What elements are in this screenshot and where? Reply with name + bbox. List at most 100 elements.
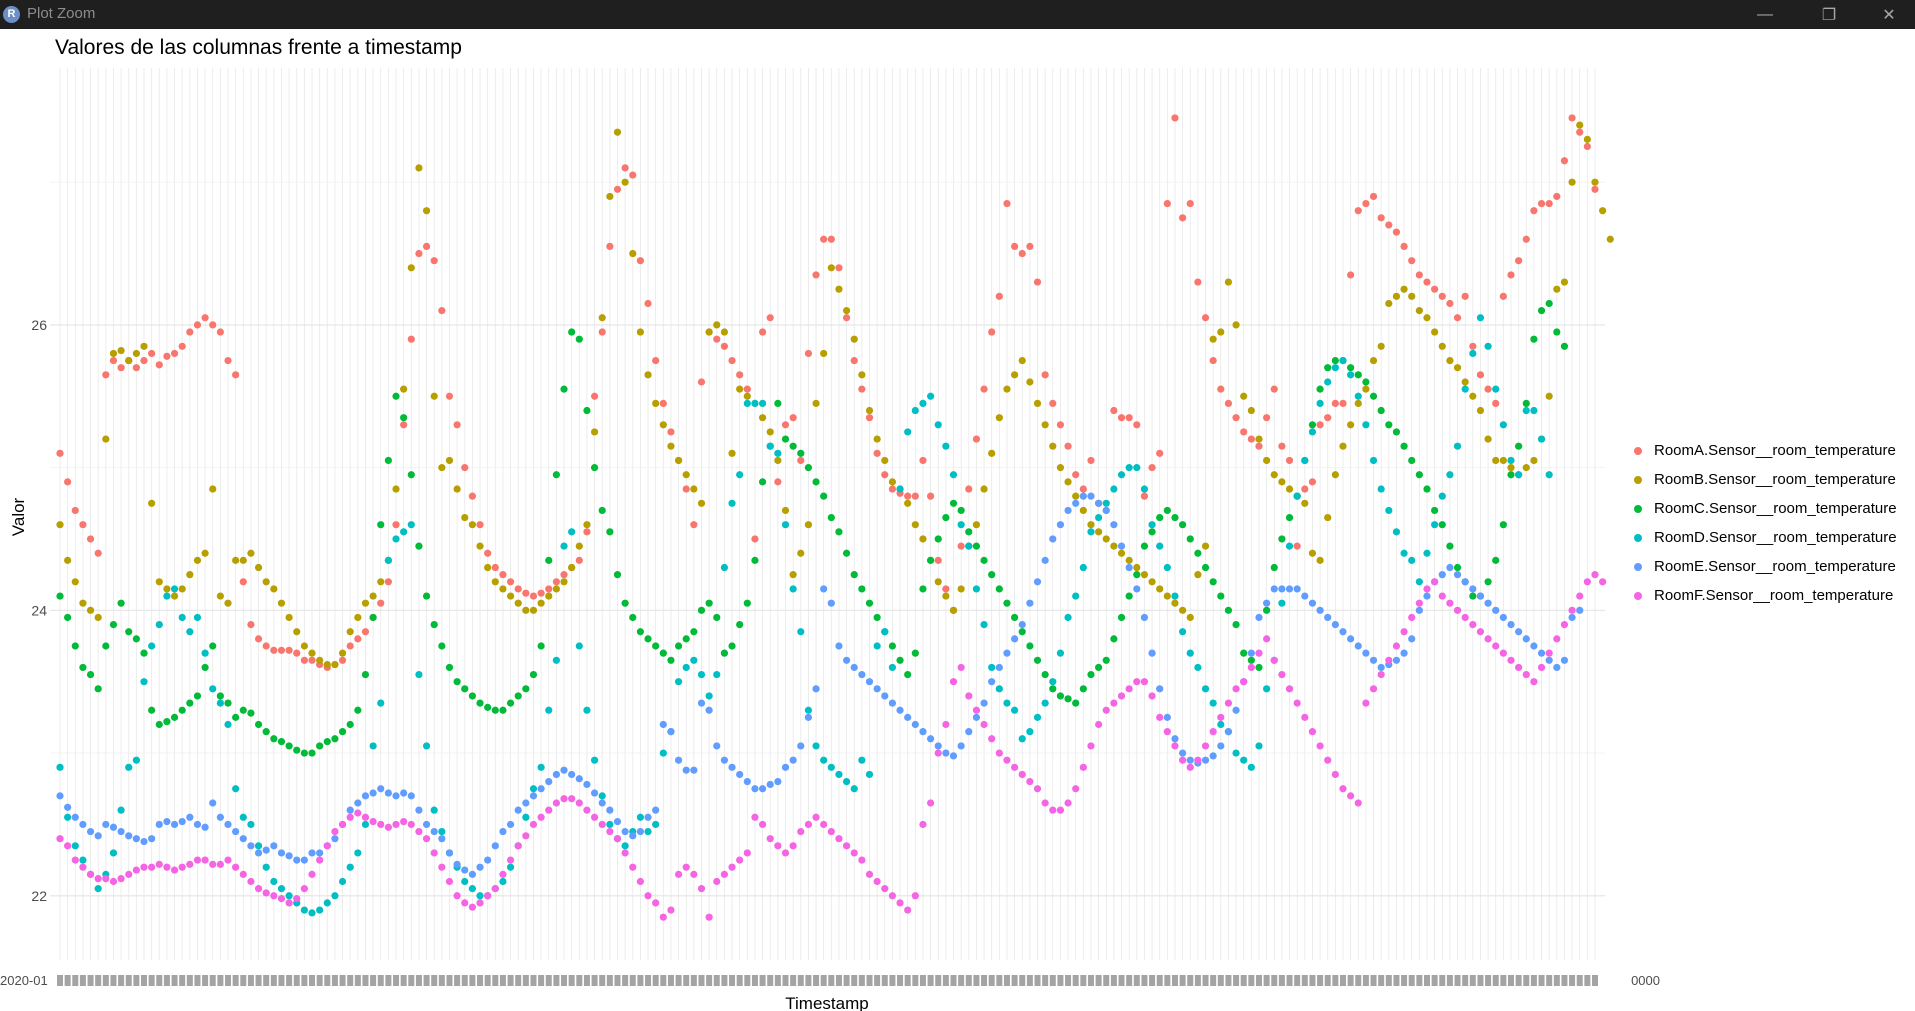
data-point <box>751 785 759 793</box>
x-tick-label <box>576 975 583 986</box>
legend-item: RoomF.Sensor__room_temperature <box>1628 581 1897 610</box>
data-point <box>980 485 988 493</box>
data-point <box>1560 656 1569 664</box>
data-point <box>1011 613 1019 622</box>
data-point <box>606 528 614 536</box>
data-point <box>926 735 935 743</box>
data-point <box>1507 464 1515 472</box>
x-tick-label <box>79 975 86 986</box>
data-point <box>522 832 530 840</box>
data-point <box>1079 485 1087 493</box>
data-point <box>506 592 515 600</box>
data-point <box>262 642 270 650</box>
data-point <box>1018 770 1026 779</box>
data-point <box>1438 342 1446 350</box>
data-point <box>476 892 484 900</box>
data-point <box>331 835 339 843</box>
data-point <box>1133 678 1141 686</box>
x-tick-label <box>599 975 606 986</box>
data-point <box>1293 542 1301 550</box>
data-point <box>621 842 629 850</box>
x-tick-label <box>1393 975 1400 986</box>
data-point <box>1171 599 1179 607</box>
data-point <box>1110 485 1118 493</box>
data-point <box>1240 649 1248 657</box>
data-point <box>873 613 881 622</box>
data-point <box>827 763 835 771</box>
data-point <box>820 820 828 829</box>
data-point <box>659 913 667 921</box>
data-point <box>1293 699 1301 707</box>
x-tick-label <box>774 975 781 986</box>
data-point <box>117 346 125 355</box>
data-point <box>1148 578 1156 586</box>
data-point <box>1553 192 1561 201</box>
x-tick-label <box>1546 975 1553 986</box>
data-point <box>1201 563 1210 572</box>
data-point <box>71 813 79 821</box>
data-point <box>499 585 507 593</box>
data-point <box>812 399 820 407</box>
data-point <box>254 720 263 729</box>
x-tick-label <box>942 975 949 986</box>
data-point <box>1362 421 1370 429</box>
data-point <box>774 456 782 465</box>
restore-button[interactable]: ❐ <box>1821 6 1837 24</box>
x-tick-label <box>179 975 186 986</box>
x-tick-label <box>904 975 911 986</box>
data-point <box>621 164 629 172</box>
data-point <box>827 599 835 607</box>
data-point <box>1415 578 1423 586</box>
data-point <box>1003 199 1011 208</box>
data-point <box>216 328 224 336</box>
data-point <box>659 749 667 757</box>
x-tick-label <box>1233 975 1240 986</box>
minimize-button[interactable]: — <box>1757 5 1773 23</box>
data-point <box>995 749 1003 757</box>
data-point <box>758 328 767 336</box>
data-point <box>64 803 72 811</box>
data-point <box>79 856 87 864</box>
data-point <box>407 471 415 479</box>
data-point <box>1301 456 1309 465</box>
data-point <box>201 649 209 657</box>
close-button[interactable]: ✕ <box>1882 6 1896 24</box>
data-point <box>988 678 996 686</box>
data-point <box>1369 456 1378 465</box>
data-point <box>720 563 729 572</box>
data-point <box>1308 421 1317 429</box>
data-point <box>1117 549 1126 557</box>
data-point <box>1354 392 1362 400</box>
legend-key-dot <box>1634 591 1642 600</box>
data-point <box>1186 649 1194 657</box>
data-point <box>369 742 377 750</box>
data-point <box>873 449 881 457</box>
x-tick-label <box>1477 975 1484 986</box>
x-tick-label <box>1324 975 1331 986</box>
data-point <box>1095 499 1103 507</box>
data-point <box>117 827 125 836</box>
data-point <box>1423 549 1431 557</box>
x-tick-label <box>667 975 674 986</box>
data-point <box>1515 663 1523 672</box>
data-point <box>369 817 377 826</box>
data-point <box>644 813 652 821</box>
data-point <box>1133 421 1141 429</box>
data-point <box>888 663 897 672</box>
data-point <box>896 656 904 664</box>
data-point <box>1522 406 1530 415</box>
data-point <box>1217 328 1225 336</box>
data-point <box>361 820 370 829</box>
x-tick-label <box>1401 975 1408 986</box>
data-point <box>1431 285 1439 293</box>
data-point <box>1308 478 1317 486</box>
x-tick-label <box>57 975 63 986</box>
x-tick-label <box>247 975 254 986</box>
data-point <box>1148 528 1156 536</box>
data-point <box>300 749 308 757</box>
x-tick-label <box>1576 975 1583 986</box>
data-point <box>720 342 729 350</box>
data-point <box>552 799 560 807</box>
data-point <box>1408 257 1416 265</box>
x-tick-label <box>1042 975 1049 986</box>
